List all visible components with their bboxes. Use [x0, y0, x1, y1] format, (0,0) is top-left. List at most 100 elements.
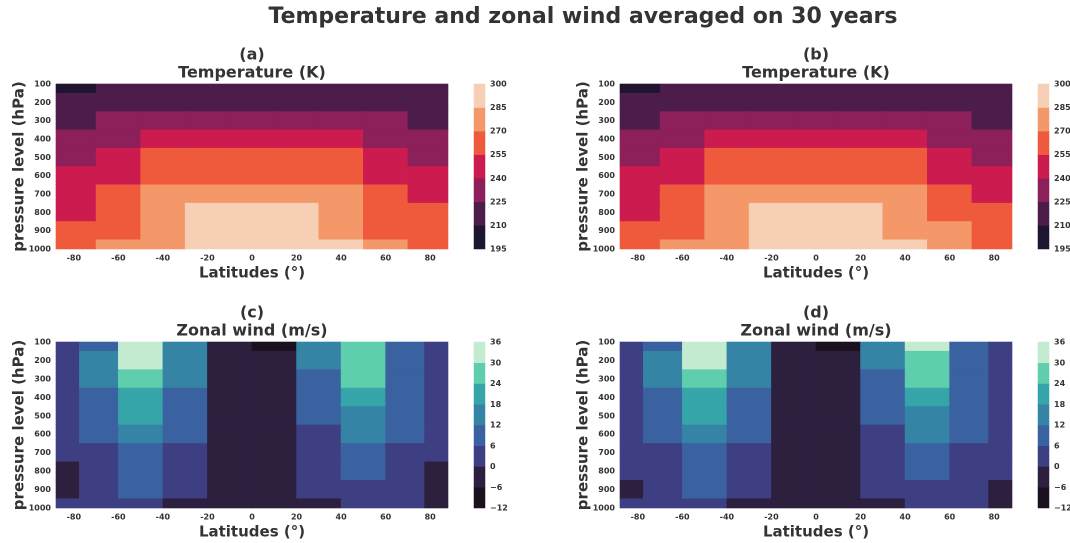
contour-cell [229, 92, 275, 112]
contour-cell [162, 443, 208, 463]
contour-cell [118, 369, 164, 389]
x-tick-label: 80 [425, 254, 437, 263]
contour-cell [296, 387, 342, 407]
contour-cell [79, 443, 119, 463]
contour-cell [340, 369, 386, 389]
panel-title: Zonal wind (m/s) [176, 321, 327, 340]
x-tick-label: -20 [764, 254, 779, 263]
contour-cell [748, 221, 795, 241]
contour-cell [184, 239, 231, 250]
contour-cell [424, 480, 449, 500]
contour-cell [55, 184, 97, 204]
contour-cell [363, 221, 409, 241]
contour-cell [659, 184, 705, 204]
contour-cell [815, 341, 861, 352]
x-axis-label: Latitudes (°) [763, 264, 869, 282]
contour-cell [184, 184, 231, 204]
contour-cell [184, 92, 231, 112]
contour-cell [988, 369, 1013, 389]
x-tick-label: 40 [336, 513, 348, 522]
colorbar-tick-label: 12 [1054, 421, 1065, 430]
contour-cell [207, 498, 253, 509]
contour-cell [949, 461, 989, 481]
contour-cell [363, 166, 409, 186]
contour-cell [904, 461, 950, 481]
x-tick-label: -20 [200, 254, 215, 263]
contour-cell [643, 461, 683, 481]
contour-cell [229, 129, 275, 149]
contour-cell [882, 111, 928, 131]
contour-cell [407, 166, 449, 186]
colorbar-band [1037, 154, 1050, 179]
y-tick-label: 200 [598, 356, 615, 365]
contour-cell [407, 83, 449, 94]
y-tick-label: 1000 [593, 504, 616, 513]
contour-cell [296, 406, 342, 426]
contour-cell [949, 369, 989, 389]
contour-cell [988, 350, 1013, 370]
contour-cell [79, 480, 119, 500]
contour-cell [988, 424, 1013, 444]
contour-cell [79, 350, 119, 370]
contour-cell [207, 341, 253, 352]
contour-cell [619, 369, 644, 389]
contour-cell [55, 387, 80, 407]
contour-cell [340, 350, 386, 370]
contour-cell [424, 350, 449, 370]
contour-cell [184, 202, 231, 222]
colorbar-band [1037, 83, 1050, 108]
y-tick-label: 500 [598, 153, 615, 162]
contour-cell [184, 83, 231, 94]
contour-cell [643, 341, 683, 352]
x-tick-label: 80 [989, 254, 1001, 263]
contour-cell [55, 443, 80, 463]
colorbar-tick-label: 285 [490, 103, 507, 112]
contour-cell [882, 147, 928, 167]
contour-cell [385, 498, 425, 509]
y-tick-label: 1000 [593, 245, 616, 254]
colorbar-band [1037, 225, 1050, 250]
x-tick-label: 20 [855, 513, 867, 522]
contour-cell [837, 166, 884, 186]
contour-cell [55, 369, 80, 389]
contour-cell [79, 341, 119, 352]
contour-cell [837, 83, 884, 94]
contour-cell [904, 350, 950, 370]
contour-cell [988, 387, 1013, 407]
contour-cell [95, 239, 141, 250]
x-tick-label: 80 [425, 513, 437, 522]
contour-cell [318, 83, 364, 94]
contour-cell [385, 369, 425, 389]
contour-cell [619, 480, 644, 500]
x-tick-label: 60 [944, 513, 956, 522]
contour-cell [815, 443, 861, 463]
contour-cell [949, 341, 989, 352]
contour-cell [340, 387, 386, 407]
colorbar-band [1037, 424, 1050, 446]
contour-cell [682, 498, 728, 509]
contour-cell [882, 202, 928, 222]
contour-cell [385, 480, 425, 500]
contour-cell [726, 387, 772, 407]
contour-cell [296, 341, 342, 352]
contour-cell [988, 480, 1013, 500]
y-tick-label: 800 [598, 467, 615, 476]
contour-cell [273, 83, 320, 94]
contour-cell [988, 443, 1013, 463]
contour-cell [55, 147, 97, 167]
contour-cell [95, 111, 141, 131]
contour-cell [619, 202, 661, 222]
contour-cell [424, 461, 449, 481]
contour-cell [140, 221, 186, 241]
contour-cell [904, 387, 950, 407]
contour-cell [296, 424, 342, 444]
y-tick-label: 600 [598, 171, 615, 180]
colorbar-tick-label: −12 [490, 504, 508, 513]
x-axis-label: Latitudes (°) [199, 523, 305, 541]
contour-cell [682, 369, 728, 389]
contour-cell [860, 443, 906, 463]
colorbar-band [473, 154, 486, 179]
contour-cell [882, 184, 928, 204]
contour-cell [273, 147, 320, 167]
